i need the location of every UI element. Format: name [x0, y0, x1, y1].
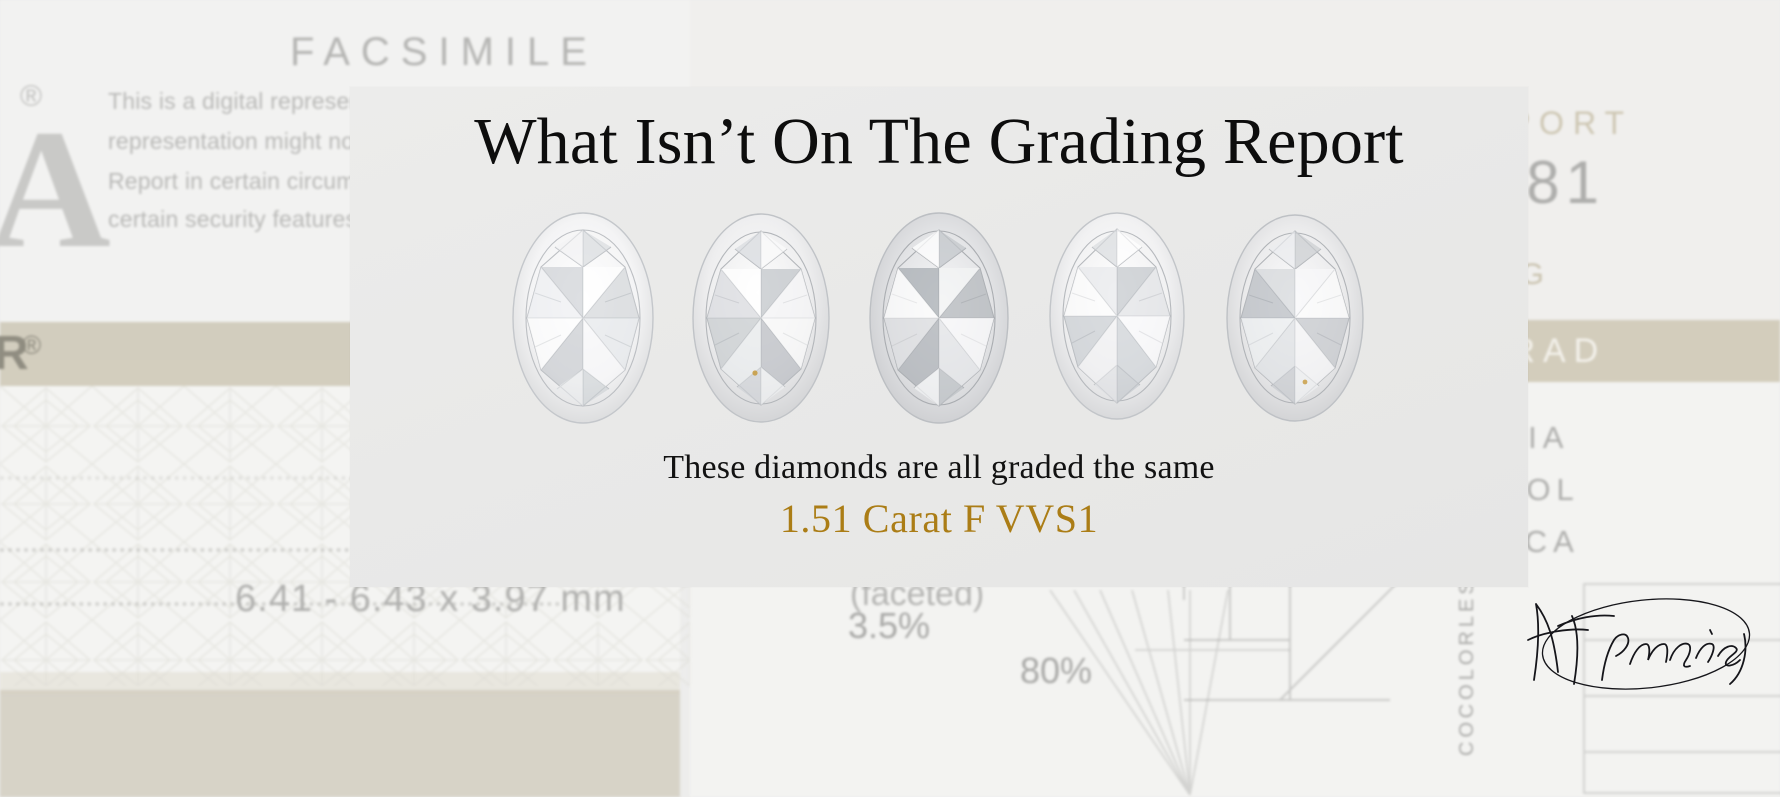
oval-brilliant-diamond-icon: [512, 212, 654, 424]
bg-dotted-divider-1: [0, 548, 670, 552]
h-francis-signature-logo: [1527, 598, 1751, 690]
page-subtitle: These diamonds are all graded the same: [663, 448, 1215, 486]
color-scale-table: [1583, 583, 1780, 794]
oval-brilliant-diamond-icon: [869, 212, 1009, 424]
oval-brilliant-diamond-icon: [692, 213, 830, 423]
gia-logo-letter: A: [0, 95, 111, 283]
content-card: What Isn’t On The Grading Report: [350, 87, 1528, 587]
gia-logo-letter-r: R: [0, 327, 29, 380]
bg-dotted-divider-3: [0, 476, 640, 480]
star-percent: 3.5%: [848, 605, 931, 646]
disclaimer-line-2: representation might not b: [108, 128, 381, 154]
carat-spec-line: 1.51 Carat F VVS1: [779, 495, 1099, 541]
bg-dotted-divider-2: [0, 602, 560, 606]
diamond-image-5: [1217, 207, 1373, 429]
diamond-gallery: [350, 193, 1528, 429]
page-title: What Isn’t On The Grading Report: [474, 105, 1404, 178]
pavilion-facet-lines: [1049, 590, 1290, 796]
table-percent: 80%: [1020, 650, 1093, 691]
diamond-image-4: [1039, 207, 1195, 429]
inclusion-mark: [1302, 379, 1308, 385]
color-scale-label-2: CO: [1456, 718, 1478, 756]
diamond-image-2: [683, 207, 839, 429]
disclaimer-line-1: This is a digital represent: [108, 88, 370, 114]
registered-mark-icon-2: ®: [22, 330, 42, 360]
bg-strip-tan: [0, 690, 680, 797]
facsimile-label: FACSIMILE: [290, 30, 598, 74]
disclaimer-line-3: Report in certain circumsta: [108, 168, 387, 194]
oval-brilliant-diamond-icon: [1049, 212, 1185, 420]
diamond-image-3: [861, 207, 1017, 429]
inclusion-mark: [752, 370, 758, 376]
oval-brilliant-diamond-icon: [1226, 214, 1364, 422]
registered-mark-icon: ®: [20, 80, 43, 113]
diamond-image-1: [505, 207, 661, 429]
